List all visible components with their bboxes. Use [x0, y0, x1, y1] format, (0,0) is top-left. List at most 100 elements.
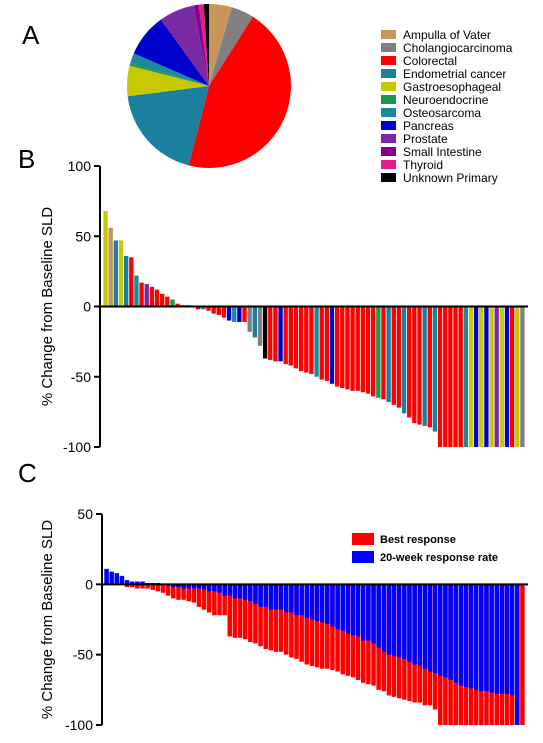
bar-best-response	[273, 584, 279, 652]
legend-label: Ampulla of Vater	[403, 28, 491, 42]
bar-b	[304, 306, 309, 373]
y-tick-label: -100	[65, 717, 93, 733]
bar-b	[458, 306, 463, 447]
bar-best-response	[196, 584, 202, 607]
bar-best-response	[314, 584, 320, 668]
bar-20-week	[309, 584, 315, 620]
bar-b	[520, 306, 525, 447]
bar-20-week	[304, 584, 310, 619]
bar-best-response	[222, 584, 227, 616]
bar-b	[103, 210, 108, 307]
bar-20-week	[402, 584, 407, 659]
bar-20-week	[212, 584, 217, 592]
bar-20-week	[355, 584, 361, 637]
panel-a-label: A	[22, 20, 40, 50]
bar-best-response	[258, 584, 263, 647]
bar-b	[396, 306, 402, 408]
bar-best-response	[309, 584, 315, 666]
bar-20-week	[509, 584, 515, 696]
bar-best-response	[181, 584, 186, 600]
bar-20-week	[499, 584, 505, 695]
pie-slice-neuroendocrine	[129, 63, 209, 86]
bar-b	[489, 306, 494, 447]
bar-b	[329, 306, 335, 384]
bar-20-week	[458, 584, 464, 686]
bar-b	[262, 306, 268, 359]
bar-b	[170, 299, 175, 307]
bar-best-response	[294, 584, 299, 659]
bar-20-week	[253, 584, 258, 605]
bar-20-week	[494, 584, 500, 695]
legend-label: 20-week response rate	[380, 552, 498, 564]
bar-b	[314, 306, 319, 377]
bar-20-week	[515, 584, 520, 725]
bar-best-response	[124, 584, 130, 588]
bar-b	[407, 306, 412, 418]
bar-20-week	[345, 584, 351, 634]
bar-20-week	[176, 584, 181, 588]
bar-b	[443, 306, 448, 447]
bar-20-week	[129, 581, 135, 585]
bar-20-week	[273, 584, 279, 610]
bar-b	[149, 286, 155, 307]
bar-20-week	[186, 584, 191, 589]
bar-b	[381, 306, 386, 400]
bar-20-week	[268, 584, 274, 610]
bar-b	[134, 275, 139, 307]
bar-b	[309, 306, 314, 374]
bar-b	[417, 306, 422, 425]
bar-20-week	[181, 584, 186, 589]
bar-20-week	[289, 584, 294, 613]
bar-20-week	[227, 584, 233, 596]
pie-slice-cholangiocarcinoma	[209, 7, 253, 86]
bar-b	[237, 306, 242, 322]
bar-20-week	[222, 584, 227, 596]
legend-swatch	[381, 160, 396, 169]
bar-best-response	[330, 584, 335, 671]
bar-b	[165, 296, 170, 307]
legend-label: Small Intestine	[403, 145, 482, 159]
y-tick-label: -100	[63, 439, 91, 455]
bar-b	[479, 306, 484, 447]
pie-slice-small-intestine	[193, 4, 209, 86]
legend-swatch	[381, 43, 396, 52]
bar-b	[298, 306, 304, 372]
legend-swatch	[381, 121, 396, 130]
bar-20-week	[217, 584, 222, 593]
bar-b	[355, 306, 360, 391]
bar-20-week	[206, 584, 212, 592]
y-axis-title: % Change from Baseline SLD	[39, 207, 56, 406]
bar-20-week	[314, 584, 320, 621]
bar-b	[139, 282, 144, 307]
y-tick-label: 100	[68, 158, 92, 174]
bar-b	[386, 306, 391, 403]
bar-b	[288, 306, 294, 366]
legend-swatch	[381, 173, 396, 182]
legend-label: Neuroendocrine	[403, 93, 489, 107]
bar-best-response	[191, 584, 197, 603]
bar-best-response	[217, 584, 222, 616]
bar-20-week	[427, 584, 433, 672]
bar-20-week	[386, 584, 392, 655]
pie-slice-osteosarcoma	[130, 53, 209, 86]
pie-slice-pancreas	[133, 19, 209, 86]
bar-20-week	[284, 584, 289, 613]
bar-20-week	[443, 584, 448, 678]
bar-b	[365, 306, 371, 394]
bar-20-week	[171, 584, 176, 588]
bar-20-week	[232, 584, 238, 599]
bar-20-week	[119, 575, 125, 585]
bar-best-response	[212, 584, 217, 616]
bar-b	[473, 306, 479, 447]
bar-best-response	[160, 584, 166, 593]
bar-20-week	[468, 584, 474, 689]
bar-b	[437, 306, 443, 447]
bar-b	[196, 306, 201, 310]
bar-b	[216, 306, 221, 315]
bar-20-week	[330, 584, 335, 627]
bar-b	[340, 306, 345, 388]
bar-b	[293, 306, 299, 369]
bar-best-response	[299, 584, 304, 662]
bar-20-week	[473, 584, 479, 690]
bar-20-week	[299, 584, 304, 616]
